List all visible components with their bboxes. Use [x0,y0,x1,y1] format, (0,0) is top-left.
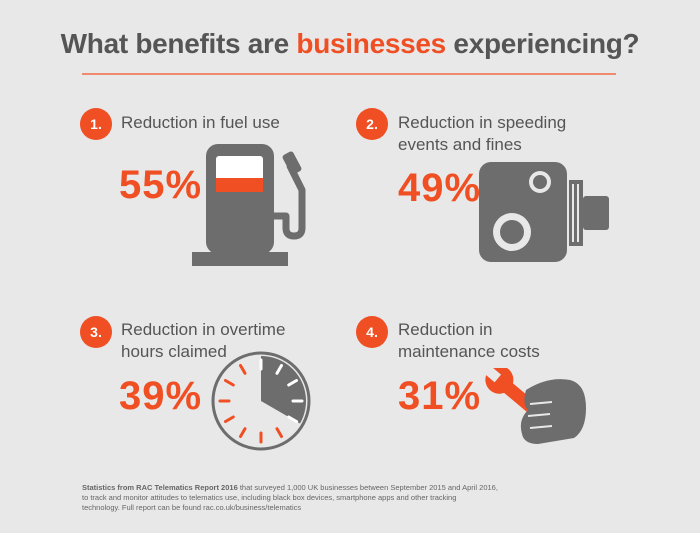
benefit-3-badge: 3. [80,316,112,348]
clock-tick [275,363,283,375]
benefit-2-badge: 2. [356,108,388,140]
benefit-3-percent: 39% [119,374,203,418]
benefit-1-badge: 1. [80,108,112,140]
page-title: What benefits are businesses experiencin… [60,28,640,59]
clock-tick [275,427,283,439]
title-divider [82,73,616,75]
benefit-4-badge: 4. [356,316,388,348]
footnote-source: Statistics from RAC Telematics Report 20… [82,483,238,492]
benefit-3-label: Reduction in overtime hours claimed [121,320,286,361]
clock-tick [239,427,247,439]
clock-tick [287,415,299,423]
clock-tick [223,379,235,387]
benefit-2-label: Reduction in speeding events and fines [398,113,567,154]
footnote: Statistics from RAC Telematics Report 20… [82,483,498,512]
title-highlight: businesses [296,28,446,59]
clock-tick [239,363,247,375]
benefit-2-percent: 49% [398,166,482,210]
benefit-4-label: Reduction in maintenance costs [398,320,540,361]
clock-tick [287,379,299,387]
wrench-hand-icon [483,368,586,444]
benefit-1-label: Reduction in fuel use [121,113,280,132]
benefit-1-percent: 55% [119,163,203,207]
benefit-4-percent: 31% [398,374,482,418]
clock-tick [223,415,235,423]
speed-camera-icon [479,162,609,262]
clock-icon [211,351,311,451]
fuel-pump-icon [192,144,306,266]
